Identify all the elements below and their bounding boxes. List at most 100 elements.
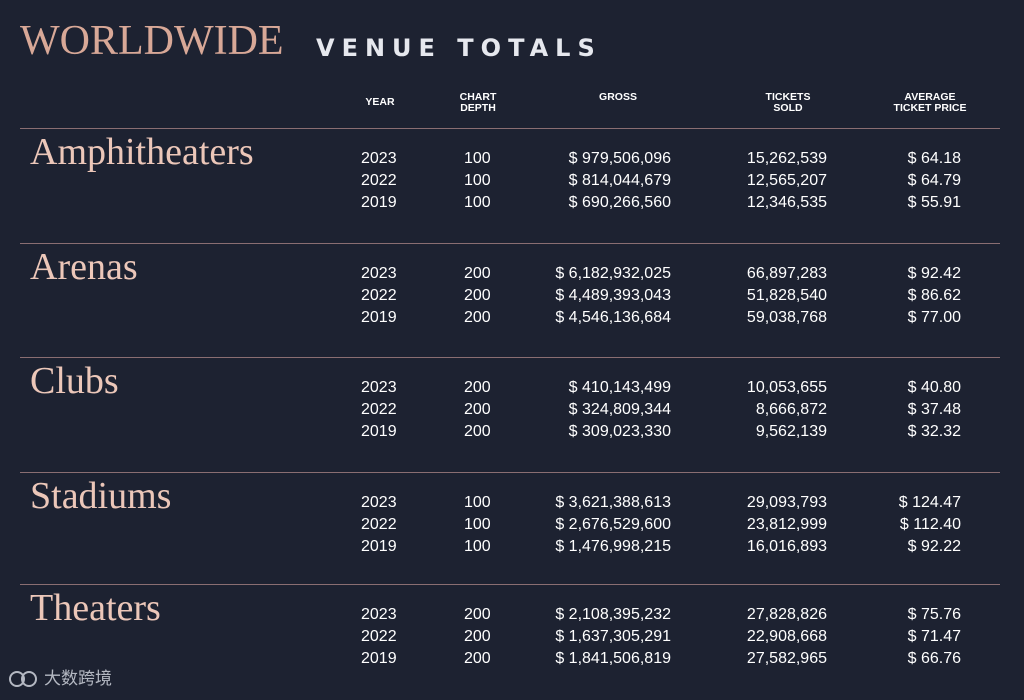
section-arenas: Arenas 2023 200 $ 6,182,932,025 66,897,283 $ … xyxy=(0,244,1024,359)
table-row: 2022 100 $ 2,676,529,600 23,812,999 $ 112.40 xyxy=(0,514,1024,536)
cell-gross: $ 814,044,679 xyxy=(568,172,671,189)
table-row: 2022 200 $ 1,637,305,291 22,908,668 $ 71.47 xyxy=(0,626,1024,648)
header-chart-depth-label: CHART DEPTH xyxy=(459,91,497,114)
cell-avg-ticket-price: $ 40.80 xyxy=(907,379,961,396)
cell-tickets-sold: 51,828,540 xyxy=(746,287,827,304)
header-avg-ticket-price-label: AVERAGE TICKET PRICE xyxy=(893,91,967,114)
table-row: 2022 200 $ 4,489,393,043 51,828,540 $ 86.62 xyxy=(0,285,1024,307)
cell-avg-ticket-price: $ 71.47 xyxy=(907,628,961,645)
section-stadiums: Stadiums 2023 100 $ 3,621,388,613 29,093,793… xyxy=(0,473,1024,588)
section-divider xyxy=(20,584,1000,585)
section-divider xyxy=(20,243,1000,244)
cell-year: 2022 xyxy=(361,287,397,304)
cell-avg-ticket-price: $ 77.00 xyxy=(907,309,961,326)
section-divider xyxy=(20,357,1000,358)
section-clubs: Clubs 2023 200 $ 410,143,499 10,053,655 $ 40.… xyxy=(0,358,1024,473)
cell-gross: $ 4,489,393,043 xyxy=(555,287,671,304)
cell-tickets-sold: 27,828,826 xyxy=(746,606,827,623)
cell-year: 2023 xyxy=(361,606,397,623)
cell-tickets-sold: 8,666,872 xyxy=(755,401,827,418)
cell-year: 2019 xyxy=(361,650,397,667)
cell-tickets-sold: 10,053,655 xyxy=(746,379,827,396)
cell-chart-depth: 100 xyxy=(464,538,491,555)
table-row: 2022 100 $ 814,044,679 12,565,207 $ 64.79 xyxy=(0,170,1024,192)
cell-gross: $ 4,546,136,684 xyxy=(555,309,671,326)
header-avg-ticket-price: AVERAGE TICKET PRICE xyxy=(894,92,967,114)
cell-tickets-sold: 16,016,893 xyxy=(746,538,827,555)
cell-tickets-sold: 66,897,283 xyxy=(746,265,827,282)
cell-gross: $ 324,809,344 xyxy=(568,401,671,418)
section-title: Theaters xyxy=(30,587,161,629)
table-row: 2019 100 $ 1,476,998,215 16,016,893 $ 92.22 xyxy=(0,536,1024,558)
cell-year: 2019 xyxy=(361,309,397,326)
table-row: 2023 200 $ 2,108,395,232 27,828,826 $ 75.76 xyxy=(0,604,1024,626)
cell-year: 2022 xyxy=(361,628,397,645)
cell-chart-depth: 100 xyxy=(464,150,491,167)
cell-gross: $ 979,506,096 xyxy=(568,150,671,167)
cell-tickets-sold: 27,582,965 xyxy=(746,650,827,667)
cell-gross: $ 309,023,330 xyxy=(568,423,671,440)
cell-chart-depth: 200 xyxy=(464,287,491,304)
title-worldwide: WORLDWIDE xyxy=(20,18,284,64)
cell-chart-depth: 100 xyxy=(464,172,491,189)
table-row: 2019 200 $ 4,546,136,684 59,038,768 $ 77.00 xyxy=(0,307,1024,329)
cell-year: 2022 xyxy=(361,516,397,533)
cell-tickets-sold: 12,565,207 xyxy=(746,172,827,189)
cell-tickets-sold: 9,562,139 xyxy=(755,423,827,440)
section-title: Stadiums xyxy=(30,475,172,517)
cell-tickets-sold: 23,812,999 xyxy=(746,516,827,533)
cell-tickets-sold: 29,093,793 xyxy=(746,494,827,511)
cell-year: 2023 xyxy=(361,150,397,167)
section-divider xyxy=(20,472,1000,473)
cell-tickets-sold: 22,908,668 xyxy=(746,628,827,645)
cell-avg-ticket-price: $ 75.76 xyxy=(907,606,961,623)
cell-avg-ticket-price: $ 92.22 xyxy=(907,538,961,555)
cell-chart-depth: 100 xyxy=(464,194,491,211)
table-row: 2022 200 $ 324,809,344 8,666,872 $ 37.48 xyxy=(0,399,1024,421)
table-row: 2023 100 $ 3,621,388,613 29,093,793 $ 124.47 xyxy=(0,492,1024,514)
section-title: Clubs xyxy=(30,360,119,402)
cell-year: 2022 xyxy=(361,172,397,189)
section-title: Arenas xyxy=(30,246,138,288)
cell-chart-depth: 100 xyxy=(464,516,491,533)
cell-gross: $ 3,621,388,613 xyxy=(555,494,671,511)
cell-gross: $ 2,676,529,600 xyxy=(555,516,671,533)
cell-gross: $ 6,182,932,025 xyxy=(555,265,671,282)
cell-chart-depth: 200 xyxy=(464,265,491,282)
cell-year: 2023 xyxy=(361,379,397,396)
cell-avg-ticket-price: $ 66.76 xyxy=(907,650,961,667)
cell-tickets-sold: 12,346,535 xyxy=(746,194,827,211)
cell-avg-ticket-price: $ 112.40 xyxy=(899,516,961,533)
cell-gross: $ 1,841,506,819 xyxy=(555,650,671,667)
title-venue-totals: VENUE TOTALS xyxy=(316,34,602,62)
cell-chart-depth: 200 xyxy=(464,423,491,440)
watermark: 大数跨境 xyxy=(8,664,112,690)
cell-avg-ticket-price: $ 92.42 xyxy=(907,265,961,282)
header-year: YEAR xyxy=(365,96,395,108)
cell-chart-depth: 200 xyxy=(464,379,491,396)
cell-year: 2019 xyxy=(361,423,397,440)
cell-avg-ticket-price: $ 55.91 xyxy=(907,194,961,211)
header-gross: GROSS xyxy=(599,91,637,103)
header-chart-depth: CHART DEPTH xyxy=(460,92,497,114)
cell-avg-ticket-price: $ 37.48 xyxy=(907,401,961,418)
cell-avg-ticket-price: $ 124.47 xyxy=(898,494,961,511)
table-row: 2019 100 $ 690,266,560 12,346,535 $ 55.91 xyxy=(0,192,1024,214)
section-theaters: Theaters 2023 200 $ 2,108,395,232 27,828,826… xyxy=(0,585,1024,700)
cell-gross: $ 410,143,499 xyxy=(568,379,671,396)
table-row: 2019 200 $ 309,023,330 9,562,139 $ 32.32 xyxy=(0,421,1024,443)
cell-chart-depth: 200 xyxy=(464,309,491,326)
watermark-text: 大数跨境 xyxy=(44,669,112,689)
cell-chart-depth: 200 xyxy=(464,628,491,645)
section-amphitheaters: Amphitheaters 2023 100 $ 979,506,096 15,262,… xyxy=(0,129,1024,244)
section-title: Amphitheaters xyxy=(30,131,254,173)
cell-gross: $ 1,476,998,215 xyxy=(555,538,671,555)
cell-avg-ticket-price: $ 64.18 xyxy=(907,150,961,167)
table-row: 2023 200 $ 6,182,932,025 66,897,283 $ 92.42 xyxy=(0,263,1024,285)
cell-avg-ticket-price: $ 86.62 xyxy=(907,287,961,304)
cell-tickets-sold: 59,038,768 xyxy=(746,309,827,326)
cell-chart-depth: 100 xyxy=(464,494,491,511)
cell-chart-depth: 200 xyxy=(464,606,491,623)
cell-avg-ticket-price: $ 32.32 xyxy=(907,423,961,440)
header-tickets-sold-label: TICKETS SOLD xyxy=(765,91,811,114)
